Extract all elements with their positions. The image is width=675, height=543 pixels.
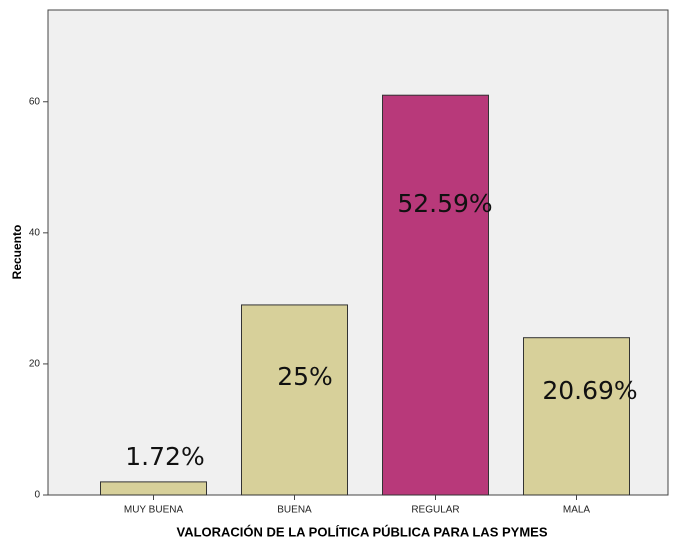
bar <box>100 481 207 496</box>
annotation: 20.69% <box>542 376 637 405</box>
y-tick-label: 0 <box>34 490 40 501</box>
y-tick-label: 60 <box>29 96 41 107</box>
y-tick-label: 20 <box>29 359 41 370</box>
annotation: 1.72% <box>125 442 204 471</box>
x-tick-label: REGULAR <box>411 505 459 516</box>
y-tick-label: 40 <box>29 227 41 238</box>
x-axis-label: VALORACIÓN DE LA POLÍTICA PÚBLICA PARA L… <box>177 524 548 539</box>
x-tick-label: MUY BUENA <box>124 505 184 516</box>
y-axis-label: Recuento <box>10 225 24 280</box>
annotation: 25% <box>277 362 333 391</box>
x-tick-label: BUENA <box>277 505 312 516</box>
bar <box>241 304 348 496</box>
x-tick-label: MALA <box>563 505 591 516</box>
bar <box>523 337 630 496</box>
bar <box>382 94 489 496</box>
annotation: 52.59% <box>397 189 492 218</box>
